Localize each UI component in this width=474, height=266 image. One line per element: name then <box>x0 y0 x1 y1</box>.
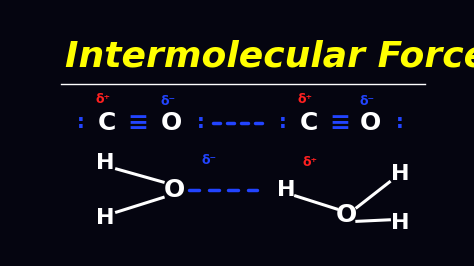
Text: H: H <box>391 213 410 233</box>
Text: δ⁺: δ⁺ <box>96 93 111 106</box>
Text: ≡: ≡ <box>329 111 350 135</box>
Text: H: H <box>97 208 115 228</box>
Text: O: O <box>161 111 182 135</box>
Text: δ⁻: δ⁻ <box>201 154 217 167</box>
Text: Intermolecular Forces: Intermolecular Forces <box>65 40 474 74</box>
Text: C: C <box>98 111 117 135</box>
Text: δ⁺: δ⁺ <box>302 156 317 169</box>
Text: δ⁻: δ⁻ <box>160 95 175 108</box>
Text: ≡: ≡ <box>128 111 149 135</box>
Text: O: O <box>336 203 356 227</box>
Text: δ⁺: δ⁺ <box>297 93 312 106</box>
Text: H: H <box>277 180 296 200</box>
Text: :: : <box>279 113 286 132</box>
Text: C: C <box>300 111 318 135</box>
Text: δ⁻: δ⁻ <box>359 95 374 108</box>
Text: :: : <box>396 113 404 132</box>
Text: O: O <box>164 178 184 202</box>
Text: H: H <box>391 164 410 184</box>
Text: :: : <box>196 113 204 132</box>
Text: :: : <box>77 113 85 132</box>
Text: O: O <box>360 111 382 135</box>
Text: H: H <box>97 153 115 173</box>
